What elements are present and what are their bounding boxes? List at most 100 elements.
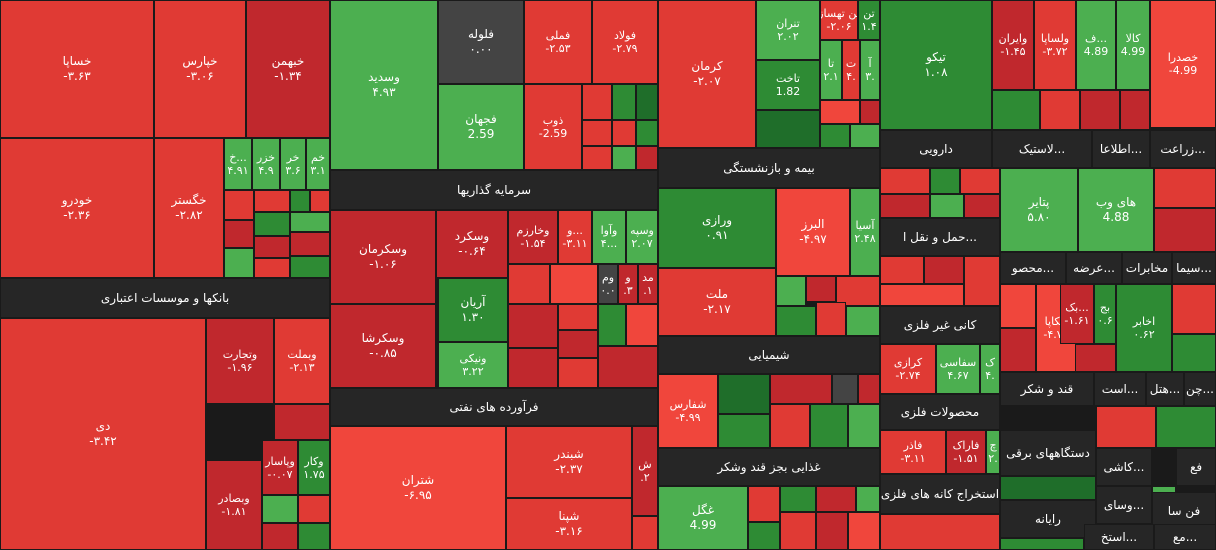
treemap-tile[interactable] [718,374,770,414]
treemap-tile[interactable] [924,256,964,284]
treemap-tile[interactable] [820,124,850,148]
treemap-tile[interactable] [1000,476,1096,500]
stock-tile[interactable]: وخارزم -۱.۵۴ [508,210,558,264]
treemap-tile[interactable] [964,194,1000,218]
treemap-tile[interactable] [832,374,858,404]
treemap-tile[interactable] [582,120,612,146]
treemap-tile[interactable] [964,256,1000,306]
stock-tile[interactable]: خودرو -۲.۳۶ [0,138,154,278]
stock-tile[interactable]: وکار ۱.۷۵ [298,440,330,495]
stock-tile[interactable]: تاخت 1.82 [756,60,820,110]
treemap-tile[interactable] [582,84,612,120]
treemap-tile[interactable] [1040,90,1080,130]
treemap-tile[interactable] [756,110,820,148]
stock-tile[interactable]: وسکرمان -۱.۰۶ [330,210,436,304]
stock-tile[interactable]: فولاد -۲.۷۹ [592,0,658,84]
treemap-tile[interactable] [930,168,960,194]
treemap-tile[interactable] [254,212,290,236]
treemap-tile[interactable] [632,516,658,550]
stock-tile[interactable]: وتجارت -۱.۹۶ [206,318,274,404]
stock-tile[interactable]: خر ۳.۶ [280,138,306,190]
treemap-tile[interactable] [558,330,598,358]
treemap-tile[interactable] [1000,328,1036,372]
stock-tile[interactable]: چ ۲. [986,430,1000,474]
stock-tile[interactable]: وم ۰.۰ [598,264,618,304]
stock-tile[interactable]: خ... ۴.۹۱ [224,138,252,190]
stock-tile[interactable]: ذوب -2.59 [524,84,582,170]
stock-tile[interactable]: پتایر ۵.۸۰ [1000,168,1078,252]
stock-tile[interactable]: و .۳ [618,264,638,304]
treemap-tile[interactable] [262,523,298,550]
stock-tile[interactable]: خم ۳.۱ [306,138,330,190]
stock-tile[interactable]: شتران -۶.۹۵ [330,426,506,550]
treemap-tile[interactable] [836,276,880,306]
treemap-tile[interactable] [224,190,254,220]
treemap-tile[interactable] [582,146,612,170]
treemap-tile[interactable] [780,512,816,550]
treemap-tile[interactable] [1080,90,1120,130]
treemap-tile[interactable] [1096,406,1156,448]
treemap-tile[interactable] [858,374,880,404]
stock-tile[interactable]: ک ۴. [980,344,1000,394]
treemap-tile[interactable] [290,212,330,232]
treemap-tile[interactable] [1000,538,1084,550]
stock-tile[interactable]: ونیکی ۳.۲۲ [438,342,508,388]
stock-tile[interactable]: تن ۱.۴ [858,0,880,40]
treemap-tile[interactable] [224,220,254,248]
treemap-tile[interactable] [718,414,770,448]
treemap-tile[interactable] [1000,284,1036,328]
treemap-tile[interactable] [1172,334,1216,372]
treemap-tile[interactable] [298,523,330,550]
stock-tile[interactable]: آ ۳. [860,40,880,100]
treemap-tile[interactable] [508,264,550,304]
treemap-tile[interactable] [880,194,930,218]
stock-tile[interactable]: تیکو ۱.۰۸ [880,0,992,130]
treemap-tile[interactable] [598,304,626,346]
treemap-tile[interactable] [960,168,1000,194]
stock-tile[interactable]: ولساپا -۳.۷۲ [1034,0,1076,90]
stock-tile[interactable]: وسپه ۲.۰۷ [626,210,658,264]
treemap-tile[interactable] [860,100,880,124]
stock-tile[interactable]: سفاسی ۴.۶۷ [936,344,980,394]
stock-tile[interactable]: فملی -۲.۵۳ [524,0,592,84]
treemap-tile[interactable] [776,306,816,336]
treemap-tile[interactable] [780,486,816,512]
treemap-tile[interactable] [612,146,636,170]
stock-tile[interactable]: وبصادر -۱.۸۱ [206,460,262,550]
treemap-tile[interactable] [1120,90,1150,130]
treemap-tile[interactable] [290,190,310,212]
treemap-tile[interactable] [262,495,298,523]
treemap-tile[interactable] [820,100,860,124]
treemap-tile[interactable] [816,486,856,512]
stock-tile[interactable]: کرازی -۲.۷۴ [880,344,936,394]
stock-tile[interactable]: فلوله ۰.۰۰ [438,0,524,84]
stock-tile[interactable]: ف... 4.89 [1076,0,1116,90]
treemap-tile[interactable] [992,90,1040,130]
treemap-tile[interactable] [880,284,964,306]
stock-tile[interactable]: تا ۲.۱ [820,40,842,100]
treemap-tile[interactable] [254,236,290,258]
stock-tile[interactable]: البرز -۴.۹۷ [776,188,850,276]
stock-tile[interactable]: فجهان 2.59 [438,84,524,170]
stock-tile[interactable]: ت ۴. [842,40,860,100]
stock-tile[interactable]: خصدرا -4.99 [1150,0,1216,128]
treemap-tile[interactable] [846,306,880,336]
treemap-tile[interactable] [816,512,848,550]
treemap-tile[interactable] [550,264,598,304]
treemap-tile[interactable] [848,404,880,448]
treemap-tile[interactable] [806,276,836,302]
stock-tile[interactable]: و... -۳.۱۱ [558,210,592,264]
stock-tile[interactable]: دی -۳.۴۲ [0,318,206,550]
stock-tile[interactable]: آریان ۱.۳۰ [438,278,508,342]
treemap-tile[interactable] [1156,406,1216,448]
treemap-tile[interactable] [508,304,558,348]
treemap-tile[interactable] [1154,208,1216,252]
stock-tile[interactable]: شفارس -۴.۹۹ [658,374,718,448]
stock-tile[interactable]: شپنا -۳.۱۶ [506,498,632,550]
stock-tile[interactable]: مد .۱ [638,264,658,304]
treemap-tile[interactable] [612,84,636,120]
stock-tile[interactable]: شبندر -۲.۳۷ [506,426,632,498]
treemap-tile[interactable] [1172,284,1216,334]
stock-tile[interactable]: فاراک -۱.۵۱ [946,430,986,474]
treemap-tile[interactable] [558,304,598,330]
